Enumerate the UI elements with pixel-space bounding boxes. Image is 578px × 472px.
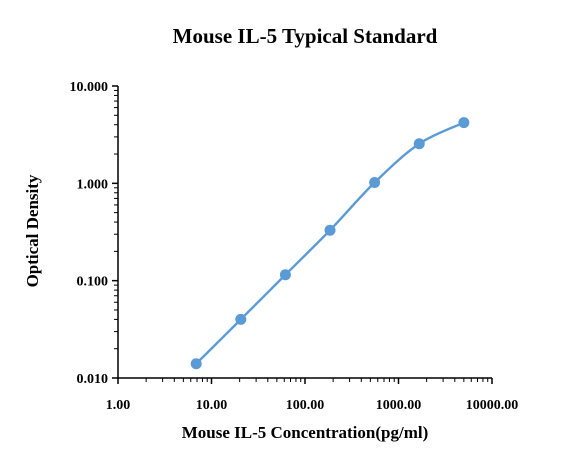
fit-curve xyxy=(195,121,465,365)
data-point xyxy=(235,313,247,325)
y-tick-label: 1.000 xyxy=(77,177,109,192)
tick-labels: 1.00 10.00 100.00 1000.00 10000.00 0.010 0.100… xyxy=(70,80,519,413)
x-axis-label: Mouse IL-5 Concentration(pg/ml) xyxy=(182,423,428,442)
x-tick-label: 100.00 xyxy=(286,398,325,413)
y-tick-label: 0.010 xyxy=(77,372,109,387)
data-point xyxy=(324,224,336,236)
data-points xyxy=(190,117,470,370)
y-axis-label: Optical Density xyxy=(23,174,42,287)
data-point xyxy=(279,269,291,281)
ticks xyxy=(112,85,493,384)
x-tick-label: 10.00 xyxy=(196,398,228,413)
chart-title: Mouse IL-5 Typical Standard xyxy=(173,24,438,48)
data-point xyxy=(458,117,470,129)
data-point xyxy=(190,358,202,370)
x-tick-label: 10000.00 xyxy=(466,398,519,413)
data-point xyxy=(369,176,381,188)
x-tick-label: 1000.00 xyxy=(376,398,422,413)
data-point xyxy=(413,138,425,150)
y-tick-label: 10.000 xyxy=(70,80,109,95)
x-tick-label: 1.00 xyxy=(106,398,131,413)
y-tick-label: 0.100 xyxy=(77,275,109,290)
axes xyxy=(117,86,492,379)
